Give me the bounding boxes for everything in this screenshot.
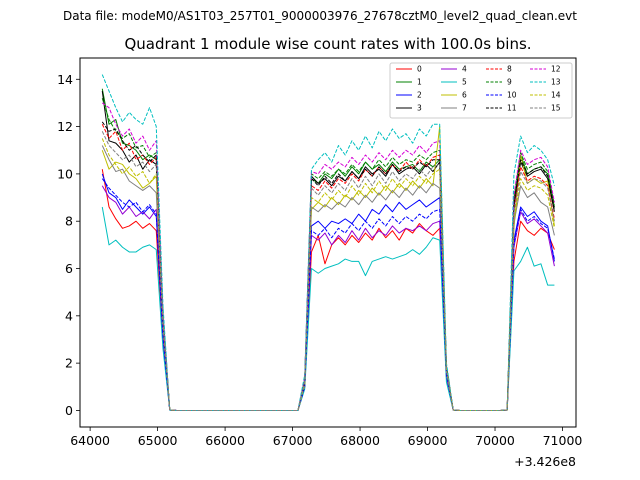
y-tick-label: 14 xyxy=(57,72,73,87)
series-line-10 xyxy=(101,178,555,411)
legend-label-1: 1 xyxy=(417,78,422,87)
series-line-15 xyxy=(101,131,555,411)
y-tick-label: 2 xyxy=(65,356,73,371)
legend-label-7: 7 xyxy=(462,104,467,113)
x-tick-label: 64000 xyxy=(70,433,110,448)
legend-label-13: 13 xyxy=(551,78,561,87)
chart-title: Quadrant 1 module wise count rates with … xyxy=(124,35,531,53)
figure-suptitle: Data file: modeM0/AS1T03_257T01_90000039… xyxy=(63,9,577,23)
x-tick-label: 66000 xyxy=(205,433,245,448)
x-tick-label: 68000 xyxy=(340,433,380,448)
legend-label-4: 4 xyxy=(462,65,467,74)
legend-label-14: 14 xyxy=(551,91,561,100)
legend-label-5: 5 xyxy=(462,78,467,87)
x-axis-ticks: 64000 65000 66000 67000 68000 69000 70000 71000 xyxy=(70,427,582,448)
x-tick-label: 70000 xyxy=(475,433,515,448)
legend-label-2: 2 xyxy=(417,91,422,100)
legend-label-6: 6 xyxy=(462,91,467,100)
x-tick-label: 69000 xyxy=(408,433,448,448)
x-tick-label: 67000 xyxy=(273,433,313,448)
x-tick-label: 65000 xyxy=(138,433,178,448)
legend-label-3: 3 xyxy=(417,104,422,113)
legend-box xyxy=(389,62,573,119)
axes-frame xyxy=(79,57,577,428)
series-layer xyxy=(101,74,555,411)
legend-label-0: 0 xyxy=(417,65,422,74)
legend-label-9: 9 xyxy=(507,78,512,87)
plot-area xyxy=(79,57,577,428)
y-tick-label: 12 xyxy=(57,119,73,134)
legend-label-11: 11 xyxy=(507,104,517,113)
y-tick-label: 8 xyxy=(65,214,73,229)
legend-label-10: 10 xyxy=(507,91,517,100)
y-axis-ticks: 0 2 4 6 8 10 12 14 xyxy=(57,72,80,418)
x-axis-offset-label: +3.426e8 xyxy=(514,454,576,469)
x-tick-label: 71000 xyxy=(543,433,583,448)
legend-label-12: 12 xyxy=(551,65,561,74)
legend-label-8: 8 xyxy=(507,65,512,74)
y-tick-label: 4 xyxy=(65,308,73,323)
legend-label-15: 15 xyxy=(551,104,561,113)
y-tick-label: 6 xyxy=(65,261,73,276)
y-tick-label: 10 xyxy=(57,166,73,181)
y-tick-label: 0 xyxy=(65,403,73,418)
